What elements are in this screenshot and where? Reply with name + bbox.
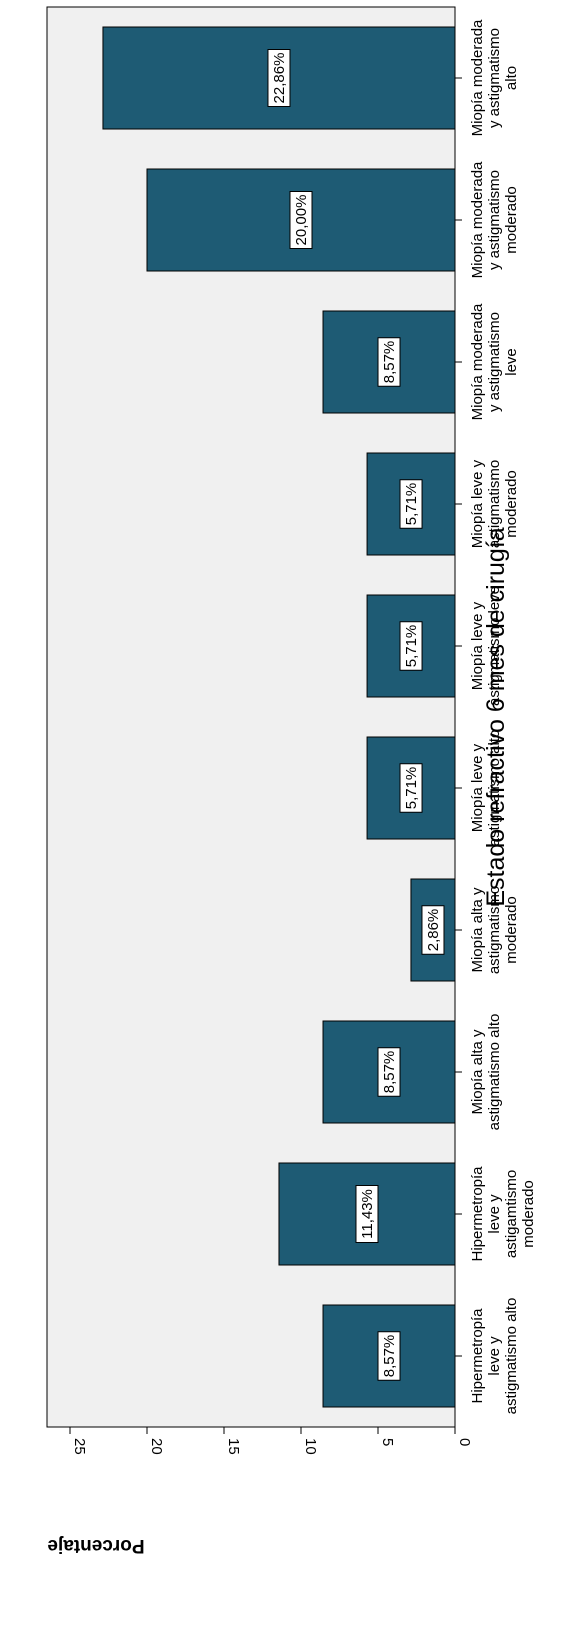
category-label: Miopía moderada y astigmatismo leve xyxy=(469,303,520,420)
category-label-line: moderado xyxy=(520,1180,537,1248)
data-label-box xyxy=(377,1331,401,1381)
category-label-line: Miopía alta y xyxy=(469,1029,486,1115)
y-tick-label: 10 xyxy=(302,1438,319,1455)
data-label-text: 22,86% xyxy=(271,53,288,104)
category-label: Hipermetropía leve y astigamtismo moderado xyxy=(469,1166,537,1262)
data-label: 11,43% xyxy=(355,1185,379,1243)
category-label: Miopía leve y astigmatismo leve xyxy=(469,586,503,706)
category-label-line: astigmatismo leve xyxy=(486,586,503,706)
data-label-box xyxy=(377,1047,401,1097)
data-label-box xyxy=(289,191,313,249)
data-label-text: 11,43% xyxy=(359,1189,376,1239)
data-label: 8,57% xyxy=(377,1331,401,1381)
data-label-box xyxy=(421,905,445,955)
y-tick-label: 5 xyxy=(379,1438,396,1446)
category-label: Miopía leve y astigmatismo alto xyxy=(469,730,503,847)
category-label-line: astigmatismo xyxy=(486,460,503,548)
category-label-line: leve xyxy=(503,348,520,376)
y-tick-label: 0 xyxy=(456,1438,473,1446)
category-label-line: astigamtismo xyxy=(503,1170,520,1258)
y-tick-label: 25 xyxy=(71,1438,88,1455)
data-label-text: 5,71% xyxy=(403,767,420,810)
category-label: Hipermetropía leve y astigmatismo alto xyxy=(469,1298,520,1415)
data-label-text: 8,57% xyxy=(381,1335,398,1378)
data-label: 8,57% xyxy=(377,1047,401,1097)
data-label-text: 5,71% xyxy=(403,483,420,526)
data-label-box xyxy=(355,1185,379,1243)
category-label: Miopía alta y astigmatismo moderado xyxy=(469,886,520,974)
data-label: 8,57% xyxy=(377,337,401,387)
category-label-line: Hipermetropía xyxy=(469,1308,486,1404)
category-label-line: astigmatismo alto xyxy=(486,1014,503,1131)
category-label-line: moderado xyxy=(503,186,520,254)
data-label-text: 8,57% xyxy=(381,341,398,384)
category-label-line: Hipermetropía xyxy=(469,1166,486,1262)
data-label-box xyxy=(377,337,401,387)
category-label-line: y astigmatismo xyxy=(486,28,503,128)
data-label-box xyxy=(399,479,423,529)
data-label-text: 8,57% xyxy=(381,1051,398,1094)
category-label-line: moderado xyxy=(503,470,520,538)
data-label-box xyxy=(267,49,291,107)
data-label-box xyxy=(399,763,423,813)
y-tick-label: 15 xyxy=(225,1438,242,1455)
data-label: 5,71% xyxy=(399,621,423,671)
bars-layer: 8,57% 11,43% 8,57% 2,86% 5,71% 5,71% 5,71% 8,57… xyxy=(102,26,456,1408)
category-label-line: Miopía moderada xyxy=(469,161,486,278)
category-label-line: astigmatismo alto xyxy=(503,1298,520,1415)
category-label: Miopía leve y astigmatismo moderado xyxy=(469,459,520,548)
category-label-line: moderado xyxy=(503,896,520,964)
y-axis-title: Porcentaje xyxy=(47,1535,144,1556)
data-label-text: 20,00% xyxy=(293,195,310,246)
data-label: 20,00% xyxy=(289,191,313,249)
y-tick-label: 20 xyxy=(148,1438,165,1455)
category-label-line: leve y xyxy=(486,1336,503,1376)
data-label-text: 2,86% xyxy=(425,909,442,952)
category-label: Miopía moderada y astigmatismo moderado xyxy=(469,161,520,278)
category-label-line: Miopía leve y xyxy=(469,601,486,690)
data-label: 2,86% xyxy=(421,905,445,955)
category-label-line: leve y xyxy=(486,1194,503,1234)
category-label-line: astigmatismo xyxy=(486,886,503,974)
data-label: 5,71% xyxy=(399,479,423,529)
category-label: Miopía alta y astigmatismo alto xyxy=(469,1014,503,1131)
category-label-line: Miopía moderada xyxy=(469,303,486,420)
category-label-line: Miopía moderada xyxy=(469,19,486,136)
category-label-line: Miopía leve y xyxy=(469,743,486,832)
data-label-box xyxy=(399,621,423,671)
data-label-text: 5,71% xyxy=(403,625,420,668)
category-label-line: y astigmatismo xyxy=(486,170,503,270)
category-label-line: Miopía leve y xyxy=(469,459,486,548)
category-label-line: y astigmatismo xyxy=(486,312,503,412)
category-label-line: astigmatismo alto xyxy=(486,730,503,847)
category-label: Miopía moderada y astigmatismo alto xyxy=(469,19,520,136)
category-label-line: alto xyxy=(503,66,520,90)
data-label: 22,86% xyxy=(267,49,291,107)
category-label-line: Miopía alta y xyxy=(469,887,486,973)
chart-title: Estado refractivo 6 mes de cirugía xyxy=(482,527,510,906)
data-label: 5,71% xyxy=(399,763,423,813)
